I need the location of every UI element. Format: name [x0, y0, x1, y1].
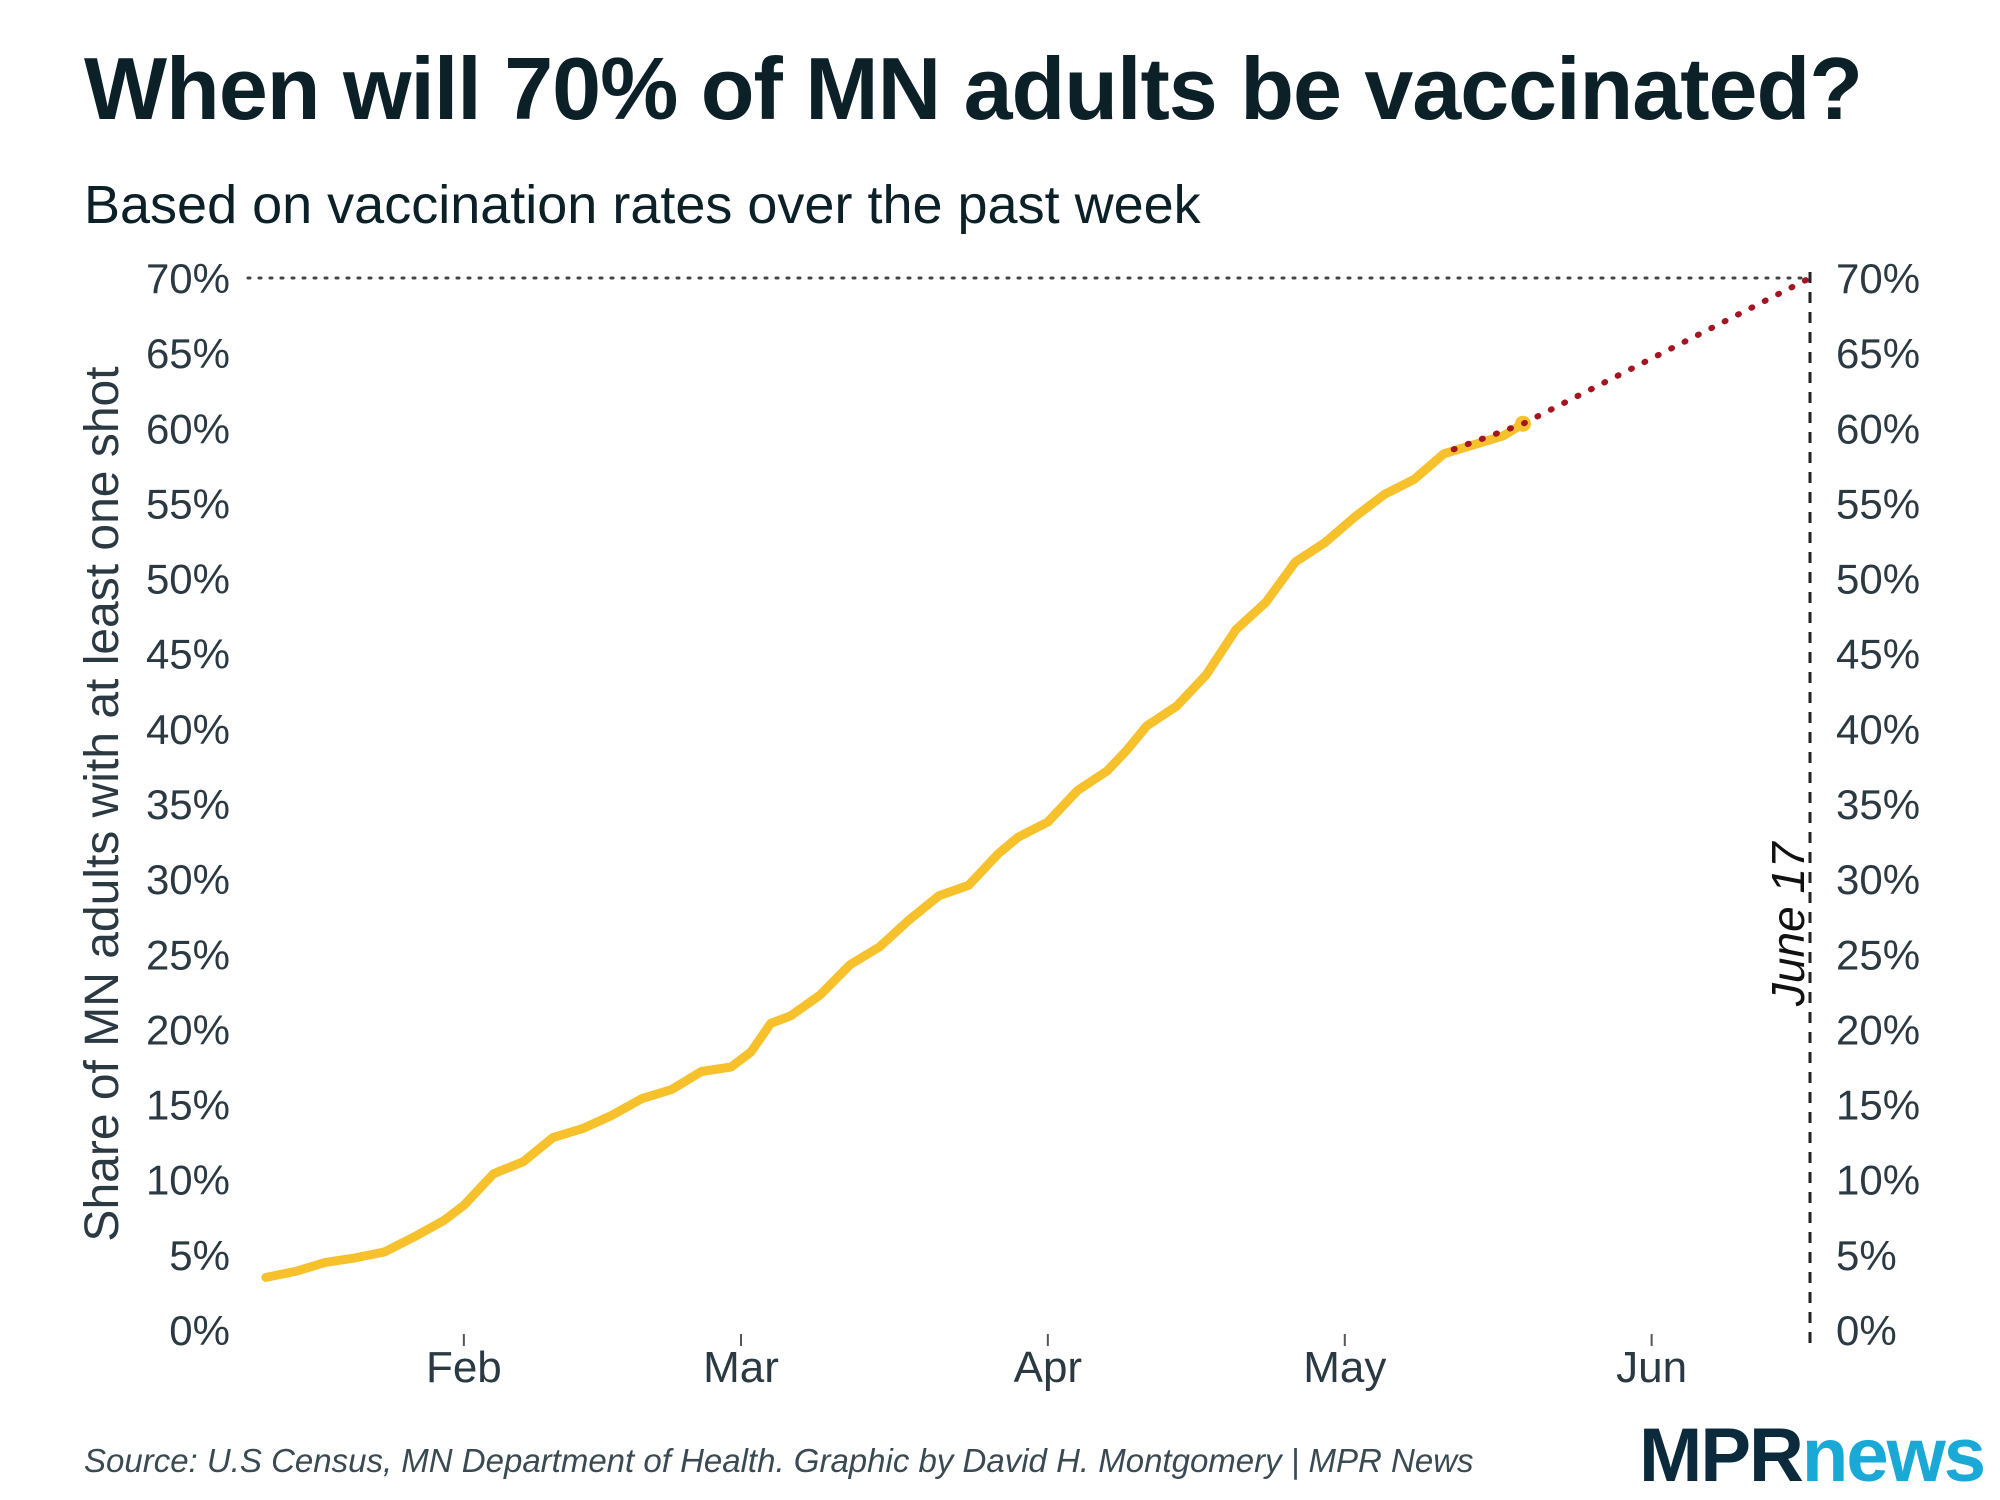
y-tick-label-left: 30% [146, 856, 230, 903]
y-tick-label-right: 65% [1836, 330, 1920, 377]
x-tick-label: Mar [703, 1343, 779, 1392]
y-tick-label-right: 70% [1836, 255, 1920, 302]
y-tick-label-left: 60% [146, 405, 230, 452]
y-tick-label-left: 10% [146, 1157, 230, 1204]
y-tick-label-left: 25% [146, 931, 230, 978]
y-tick-label-left: 45% [146, 631, 230, 678]
y-tick-label-left: 15% [146, 1082, 230, 1129]
y-axis-title: Share of MN adults with at least one sho… [76, 366, 129, 1241]
vaccination-line-chart: 0% 0% 5% 5% 10% 10% 15% 15% 20% 20% 25% 25% 30% 30% 35… [76, 255, 1920, 1392]
y-tick-label-left: 65% [146, 330, 230, 377]
x-tick-label: May [1303, 1343, 1386, 1392]
y-tick-label-left: 50% [146, 556, 230, 603]
source-note: Source: U.S Census, MN Department of Hea… [84, 1442, 1474, 1479]
x-tick-label: Feb [426, 1343, 502, 1392]
x-tick-label: Apr [1014, 1343, 1082, 1392]
x-tick-label: Jun [1616, 1343, 1687, 1392]
y-tick-label-left: 40% [146, 706, 230, 753]
vaccination-series-line [261, 419, 1528, 1282]
marks-layer: June 17 [246, 272, 1814, 1344]
axes-layer: 0% 0% 5% 5% 10% 10% 15% 15% 20% 20% 25% 25% 30% 30% 35… [76, 255, 1920, 1392]
mpr-news-logo: MPRnews [1639, 1418, 1986, 1494]
projection-line [1450, 275, 1813, 453]
y-tick-label-right: 10% [1836, 1157, 1920, 1204]
y-tick-label-left: 70% [146, 255, 230, 302]
chart-title: When will 70% of MN adults be vaccinated… [84, 39, 1863, 138]
y-tick-label-right: 55% [1836, 480, 1920, 527]
y-tick-label-left: 20% [146, 1006, 230, 1053]
y-tick-label-right: 45% [1836, 631, 1920, 678]
target-date-label: June 17 [1762, 841, 1814, 1007]
logo-news-text: news [1801, 1413, 1986, 1498]
y-tick-label-right: 60% [1836, 405, 1920, 452]
chart-subtitle: Based on vaccination rates over the past… [84, 175, 1201, 235]
y-tick-label-right: 5% [1836, 1232, 1897, 1279]
logo-mpr-text: MPR [1639, 1413, 1804, 1498]
y-tick-label-right: 20% [1836, 1006, 1920, 1053]
y-tick-label-left: 55% [146, 480, 230, 527]
y-tick-label-right: 0% [1836, 1307, 1897, 1354]
y-tick-label-left: 5% [169, 1232, 230, 1279]
y-tick-label-right: 35% [1836, 781, 1920, 828]
y-tick-label-right: 50% [1836, 556, 1920, 603]
y-tick-label-right: 25% [1836, 931, 1920, 978]
y-tick-label-right: 40% [1836, 706, 1920, 753]
y-tick-label-right: 15% [1836, 1082, 1920, 1129]
y-tick-label-left: 0% [169, 1307, 230, 1354]
y-tick-label-left: 35% [146, 781, 230, 828]
y-tick-label-right: 30% [1836, 856, 1920, 903]
